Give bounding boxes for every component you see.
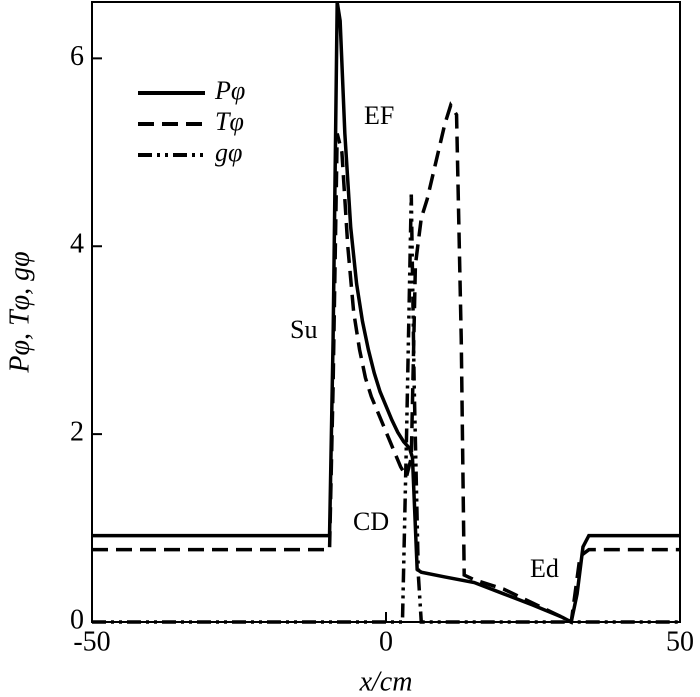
annotation: Ed (530, 554, 559, 583)
x-axis-label: x/cm (359, 666, 413, 697)
annotation: CD (353, 507, 389, 536)
y-tick-label: 2 (70, 417, 84, 448)
y-tick-label: 4 (70, 229, 84, 260)
line-series (92, 194, 680, 624)
annotation: Su (290, 315, 317, 344)
x-tick-label: 0 (379, 626, 393, 657)
line-series (92, 101, 680, 625)
y-tick-label: 0 (70, 604, 84, 635)
x-tick-label: 50 (666, 626, 694, 657)
legend-label: Pφ (214, 76, 245, 105)
annotation: EF (364, 101, 394, 130)
legend-label: Tφ (215, 107, 244, 136)
y-tick-label: 6 (70, 41, 84, 72)
line-series (92, 1, 680, 625)
x-tick-label: -50 (73, 626, 110, 657)
legend-label: gφ (215, 138, 242, 167)
plot-frame (91, 1, 681, 623)
y-axis-label: Pφ, Tφ, gφ (4, 251, 35, 373)
